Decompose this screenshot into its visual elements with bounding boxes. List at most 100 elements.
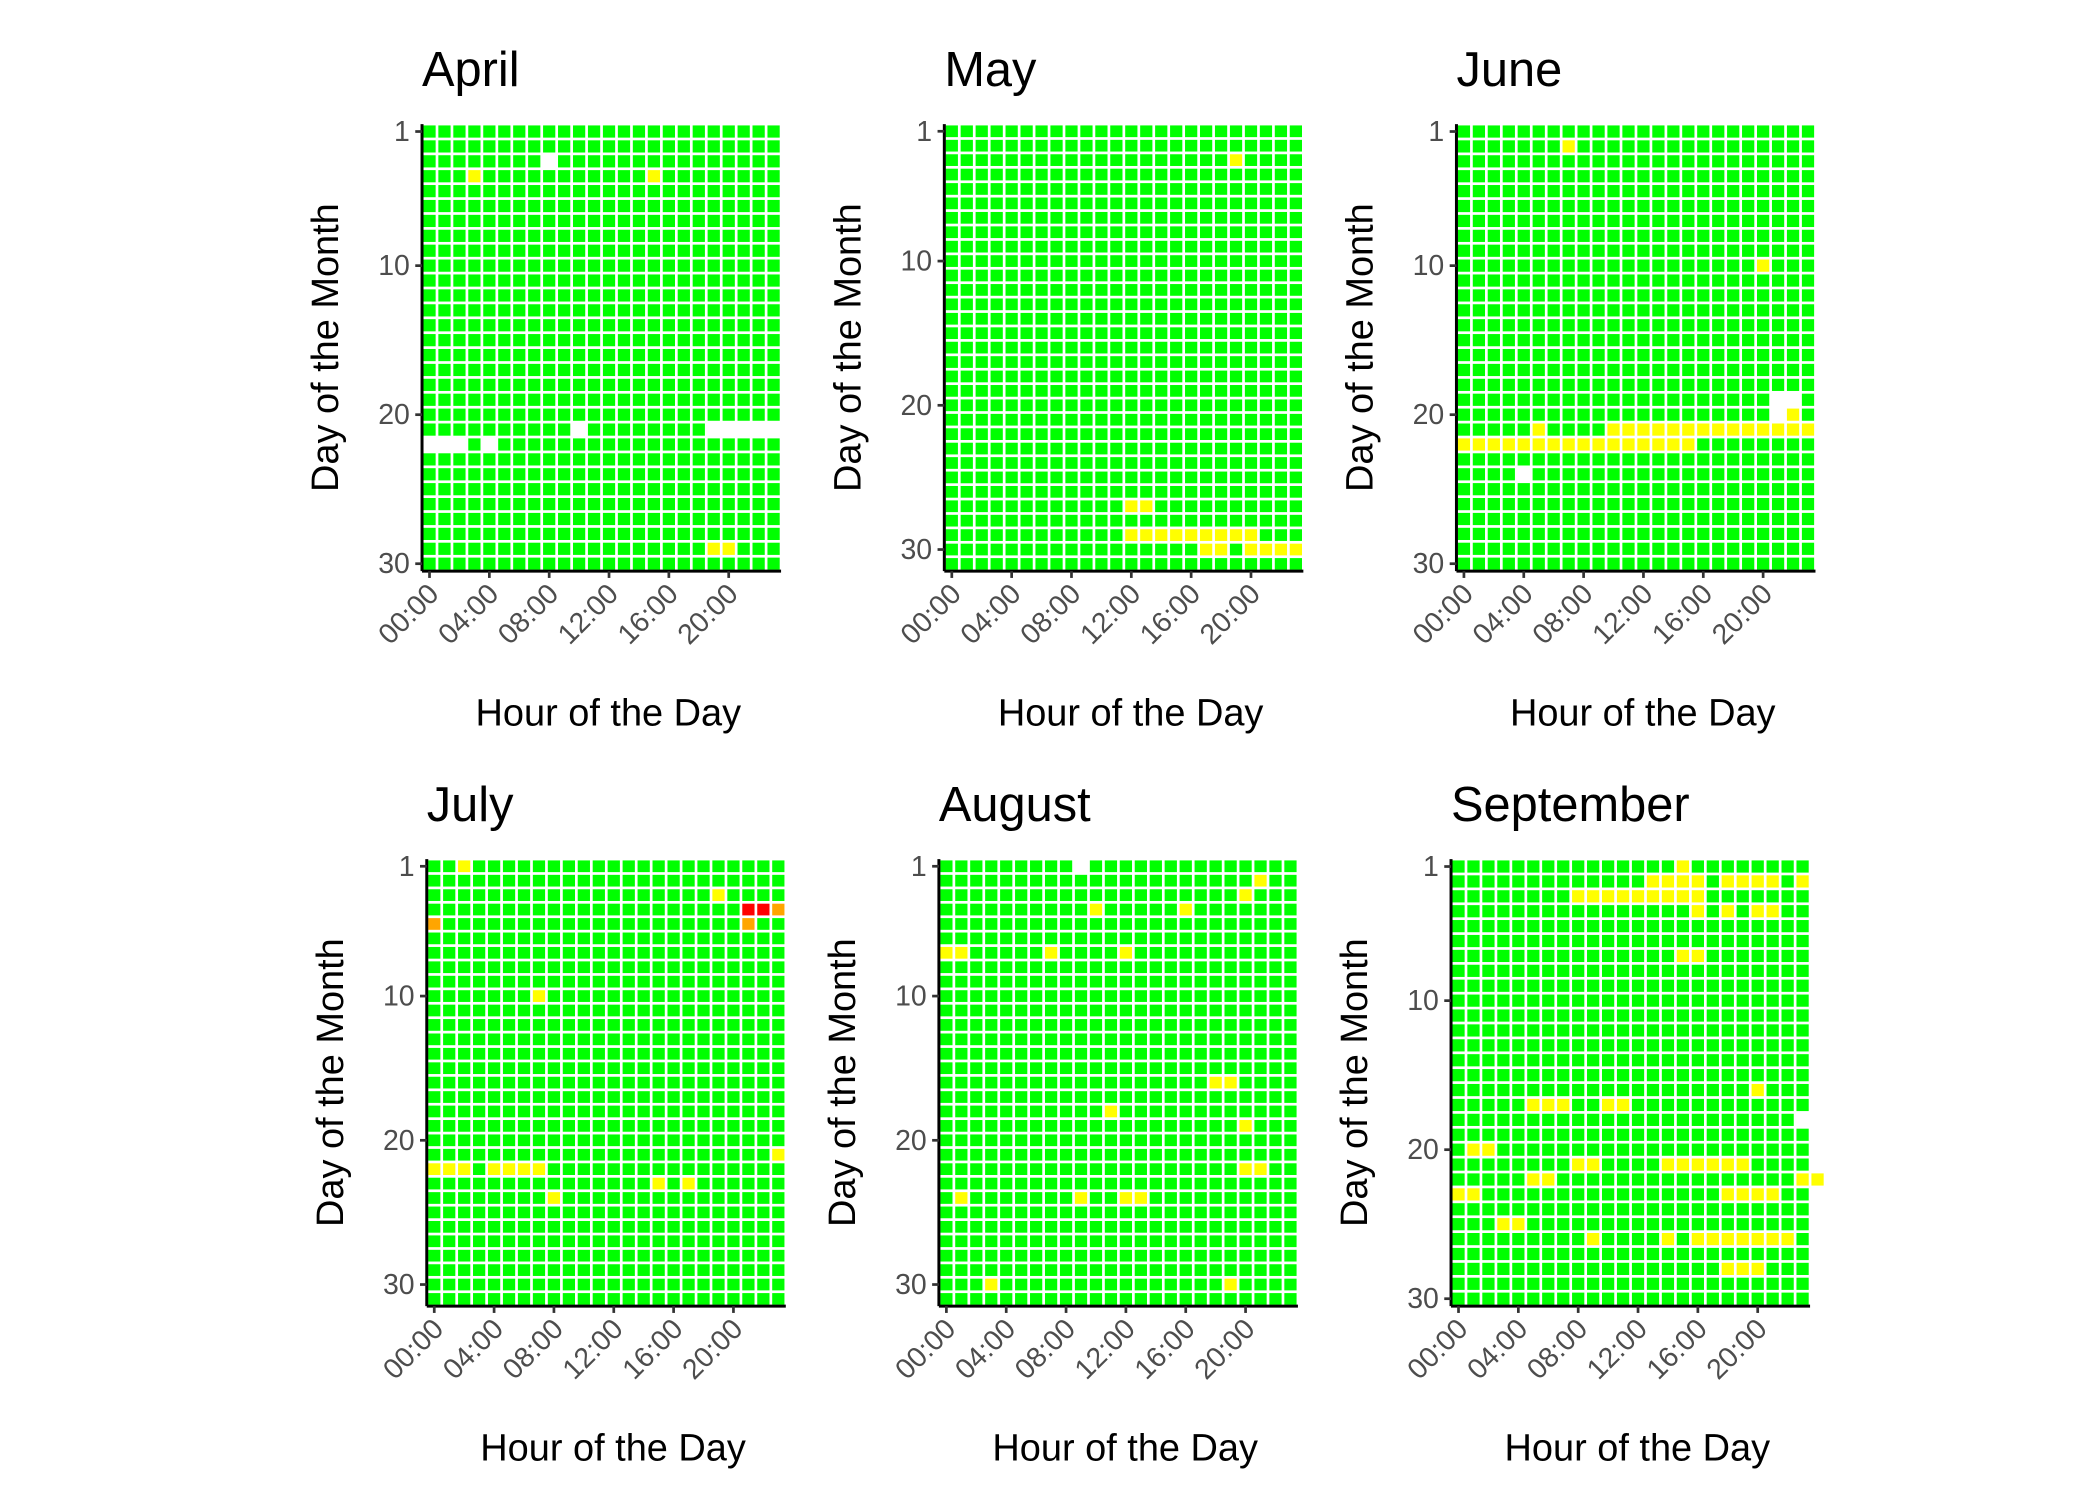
cell xyxy=(1667,408,1680,421)
cell xyxy=(1786,125,1800,138)
cell xyxy=(632,378,646,391)
cell xyxy=(587,289,601,302)
cell xyxy=(1149,975,1162,988)
cell xyxy=(722,185,735,198)
cell xyxy=(1467,875,1480,888)
cell xyxy=(1547,334,1560,347)
cell xyxy=(1104,1235,1118,1248)
cell xyxy=(483,304,496,317)
cell xyxy=(1781,1158,1794,1171)
cell xyxy=(722,259,735,272)
cell xyxy=(1736,1024,1749,1037)
cell xyxy=(652,1047,665,1060)
cell xyxy=(1239,903,1252,916)
cell xyxy=(757,1134,770,1147)
cell xyxy=(483,319,496,332)
cell xyxy=(1796,1247,1809,1261)
cell xyxy=(1616,1188,1630,1201)
cell xyxy=(1259,457,1273,469)
cell xyxy=(502,1206,516,1219)
cell xyxy=(513,527,526,540)
cell xyxy=(498,363,511,377)
cell xyxy=(1771,319,1785,332)
cell xyxy=(1125,226,1138,239)
cell xyxy=(752,199,765,213)
cell xyxy=(1661,964,1675,977)
cell xyxy=(1527,905,1540,918)
cell xyxy=(602,185,616,198)
cell xyxy=(558,185,571,198)
cell xyxy=(1244,485,1258,498)
cell xyxy=(727,932,740,945)
cell xyxy=(1104,990,1118,1002)
cell xyxy=(428,1062,441,1075)
cell xyxy=(1284,1019,1297,1031)
cell xyxy=(975,543,988,556)
cell xyxy=(1229,125,1243,138)
cell xyxy=(1164,1091,1177,1103)
cell xyxy=(1214,255,1228,267)
cell xyxy=(502,918,516,930)
cell xyxy=(1682,304,1695,317)
cell xyxy=(1766,964,1779,977)
cell xyxy=(1766,1158,1779,1171)
cell xyxy=(1682,468,1695,481)
cell xyxy=(1284,918,1297,930)
cell xyxy=(677,468,690,481)
cell xyxy=(1691,1233,1704,1246)
cell xyxy=(1742,527,1755,540)
cell xyxy=(1005,500,1018,513)
cell xyxy=(757,1062,770,1075)
cell xyxy=(1557,949,1570,963)
cell xyxy=(1244,558,1258,570)
cell xyxy=(1044,932,1058,945)
cell xyxy=(1781,949,1794,963)
cell xyxy=(647,274,661,287)
cell xyxy=(1652,304,1665,317)
cell xyxy=(955,1235,968,1248)
cell xyxy=(985,1033,998,1046)
cell xyxy=(985,1278,998,1291)
cell xyxy=(1482,934,1495,948)
cell xyxy=(572,393,586,406)
cell xyxy=(572,289,586,302)
cell xyxy=(767,304,780,317)
cell xyxy=(1089,975,1103,988)
cell xyxy=(662,527,675,540)
cell xyxy=(607,1091,620,1103)
cell xyxy=(1562,468,1575,481)
cell xyxy=(637,1163,650,1176)
cell xyxy=(1771,170,1785,183)
cell xyxy=(502,961,516,974)
cell xyxy=(1214,312,1228,325)
y-tick-label: 10 xyxy=(900,246,932,278)
cell xyxy=(940,1120,953,1132)
cell xyxy=(1646,1069,1660,1082)
cell xyxy=(1005,385,1018,397)
cell xyxy=(1284,889,1297,901)
cell xyxy=(632,498,646,511)
cell xyxy=(1557,860,1570,873)
cell xyxy=(712,1148,725,1161)
cell xyxy=(1527,1247,1540,1261)
x-tick-label: 00:00 xyxy=(372,578,445,651)
cell xyxy=(1497,934,1510,948)
cell xyxy=(667,918,680,930)
cell xyxy=(737,408,750,421)
cell xyxy=(1104,975,1118,988)
cell xyxy=(1119,1163,1133,1176)
cell xyxy=(940,1134,953,1147)
cell xyxy=(985,961,998,974)
cell xyxy=(1452,875,1465,888)
cell xyxy=(1209,1249,1222,1262)
cell xyxy=(1801,185,1815,198)
cell xyxy=(707,140,720,153)
cell xyxy=(1199,255,1213,267)
cell xyxy=(468,498,481,511)
cell xyxy=(752,557,765,570)
cell xyxy=(1110,154,1123,166)
cell xyxy=(1125,485,1138,498)
cell xyxy=(692,244,705,257)
cell xyxy=(1572,920,1585,933)
cell xyxy=(607,874,620,887)
